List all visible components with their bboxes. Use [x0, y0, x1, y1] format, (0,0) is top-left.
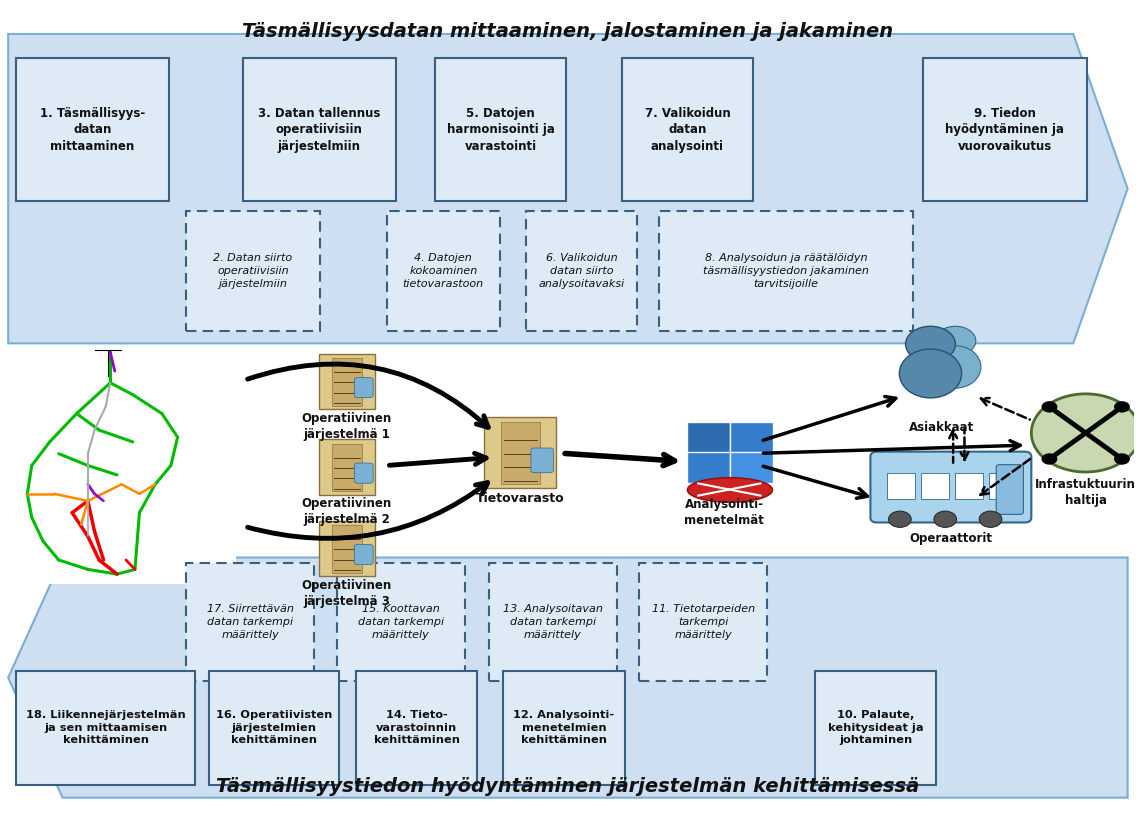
FancyBboxPatch shape [639, 563, 767, 681]
FancyBboxPatch shape [484, 417, 556, 488]
FancyBboxPatch shape [16, 671, 195, 784]
Text: 16. Operatiivisten
järjestelmien
kehittäminen: 16. Operatiivisten järjestelmien kehittä… [216, 710, 332, 745]
FancyBboxPatch shape [730, 453, 773, 484]
FancyBboxPatch shape [319, 521, 375, 576]
FancyBboxPatch shape [503, 671, 625, 784]
FancyBboxPatch shape [687, 453, 730, 484]
FancyBboxPatch shape [996, 465, 1023, 515]
Text: 17. Siirrettävän
datan tarkempi
määrittely: 17. Siirrettävän datan tarkempi määritte… [207, 605, 294, 640]
Circle shape [1041, 401, 1057, 413]
FancyBboxPatch shape [887, 473, 915, 499]
Text: 13. Analysoitavan
datan tarkempi
määrittely: 13. Analysoitavan datan tarkempi määritt… [503, 605, 603, 640]
Text: 4. Datojen
kokoaminen
tietovarastoon: 4. Datojen kokoaminen tietovarastoon [403, 253, 483, 288]
Text: 8. Analysoidun ja räätälöidyn
täsmällisyystiedon jakaminen
tarvitsijoille: 8. Analysoidun ja räätälöidyn täsmällisy… [703, 253, 869, 288]
FancyBboxPatch shape [336, 563, 465, 681]
Circle shape [979, 511, 1002, 528]
Text: Operatiivinen
järjestelmä 1: Operatiivinen järjestelmä 1 [302, 412, 393, 440]
Text: 14. Tieto-
varastoinnin
kehittäminen: 14. Tieto- varastoinnin kehittäminen [373, 710, 459, 745]
FancyBboxPatch shape [815, 671, 936, 784]
FancyBboxPatch shape [870, 452, 1031, 523]
FancyBboxPatch shape [387, 211, 499, 331]
FancyBboxPatch shape [355, 463, 373, 483]
Text: Operatiivinen
järjestelmä 3: Operatiivinen järjestelmä 3 [302, 578, 393, 608]
Text: Infrastuktuurin
haltija: Infrastuktuurin haltija [1035, 478, 1137, 507]
FancyBboxPatch shape [955, 473, 983, 499]
FancyBboxPatch shape [332, 444, 362, 491]
FancyBboxPatch shape [332, 525, 362, 573]
Text: Operatiivinen
järjestelmä 2: Operatiivinen järjestelmä 2 [302, 498, 393, 526]
Circle shape [889, 511, 912, 528]
Text: 5. Datojen
harmonisointi ja
varastointi: 5. Datojen harmonisointi ja varastointi [447, 107, 554, 153]
FancyBboxPatch shape [186, 211, 320, 331]
Text: Operaattorit: Operaattorit [909, 532, 992, 545]
Text: Täsmällisyystiedon hyödyntäminen järjestelmän kehittämisessä: Täsmällisyystiedon hyödyntäminen järjest… [216, 777, 920, 796]
Polygon shape [8, 34, 1127, 343]
Text: 10. Palaute,
kehitysideat ja
johtaminen: 10. Palaute, kehitysideat ja johtaminen [828, 710, 923, 745]
FancyBboxPatch shape [209, 671, 339, 784]
FancyBboxPatch shape [356, 671, 478, 784]
FancyBboxPatch shape [659, 211, 914, 331]
Text: 9. Tiedon
hyödyntäminen ja
vuorovaikutus: 9. Tiedon hyödyntäminen ja vuorovaikutus [945, 107, 1064, 153]
Ellipse shape [688, 478, 773, 502]
FancyBboxPatch shape [9, 347, 236, 583]
FancyBboxPatch shape [730, 422, 773, 453]
Text: 18. Liikennejärjestelmän
ja sen mittaamisen
kehittäminen: 18. Liikennejärjestelmän ja sen mittaami… [25, 710, 186, 745]
FancyBboxPatch shape [990, 473, 1017, 499]
Text: Asiakkaat: Asiakkaat [909, 421, 975, 434]
Ellipse shape [899, 349, 962, 398]
Circle shape [1031, 394, 1140, 472]
FancyBboxPatch shape [489, 563, 616, 681]
Text: 2. Datan siirto
operatiivisiin
järjestelmiin: 2. Datan siirto operatiivisiin järjestel… [214, 253, 293, 288]
Circle shape [1114, 453, 1130, 465]
Polygon shape [8, 557, 1127, 797]
FancyBboxPatch shape [355, 544, 373, 565]
FancyBboxPatch shape [622, 58, 753, 201]
Text: 6. Valikoidun
datan siirto
analysoitavaksi: 6. Valikoidun datan siirto analysoitavak… [538, 253, 625, 288]
Circle shape [1041, 453, 1057, 465]
FancyBboxPatch shape [355, 377, 373, 398]
Text: 1. Täsmällisyys-
datan
mittaaminen: 1. Täsmällisyys- datan mittaaminen [40, 107, 146, 153]
FancyBboxPatch shape [922, 473, 948, 499]
Text: 15. Koottavan
datan tarkempi
määrittely: 15. Koottavan datan tarkempi määrittely [358, 605, 444, 640]
Text: 12. Analysointi-
menetelmien
kehittäminen: 12. Analysointi- menetelmien kehittämine… [513, 710, 614, 745]
Text: Täsmällisyysdatan mittaaminen, jalostaminen ja jakaminen: Täsmällisyysdatan mittaaminen, jalostami… [242, 22, 893, 41]
Text: Tietovarasto: Tietovarasto [476, 492, 565, 505]
FancyBboxPatch shape [526, 211, 637, 331]
FancyBboxPatch shape [687, 422, 730, 453]
FancyBboxPatch shape [319, 440, 375, 494]
FancyBboxPatch shape [332, 358, 362, 406]
FancyBboxPatch shape [319, 354, 375, 409]
FancyBboxPatch shape [530, 448, 553, 473]
Circle shape [1114, 401, 1130, 413]
FancyBboxPatch shape [16, 58, 169, 201]
FancyBboxPatch shape [242, 58, 396, 201]
Text: 11. Tietotarpeiden
tarkempi
määrittely: 11. Tietotarpeiden tarkempi määrittely [652, 605, 755, 640]
Text: Analysointi-
menetelmät: Analysointi- menetelmät [684, 498, 765, 527]
Text: 7. Valikoidun
datan
analysointi: 7. Valikoidun datan analysointi [644, 107, 730, 153]
Text: 3. Datan tallennus
operatiivisiin
järjestelmiin: 3. Datan tallennus operatiivisiin järjes… [258, 107, 380, 153]
Circle shape [906, 326, 955, 362]
FancyBboxPatch shape [435, 58, 566, 201]
Circle shape [934, 326, 976, 355]
FancyBboxPatch shape [501, 422, 540, 484]
Ellipse shape [930, 346, 980, 388]
Circle shape [933, 511, 956, 528]
FancyBboxPatch shape [923, 58, 1087, 201]
FancyBboxPatch shape [186, 563, 315, 681]
